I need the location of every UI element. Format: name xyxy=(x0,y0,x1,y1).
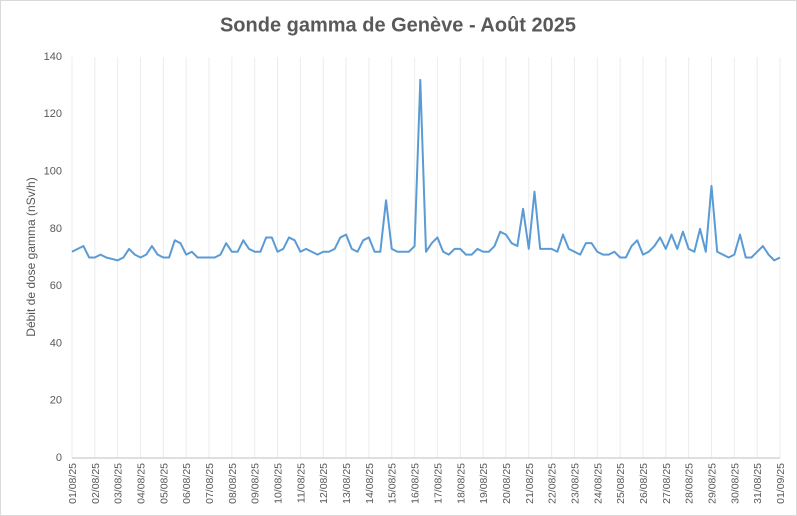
x-tick-label: 22/08/25 xyxy=(547,463,559,504)
x-tick-label: 31/08/25 xyxy=(752,463,764,504)
y-tick-label: 60 xyxy=(50,280,62,292)
x-tick-label: 02/08/25 xyxy=(90,463,102,504)
x-tick-label: 04/08/25 xyxy=(136,463,148,504)
y-axis-label: Débit de dose gamma (nSv/h) xyxy=(24,177,38,336)
x-tick-label: 13/08/25 xyxy=(341,463,353,504)
x-tick-label: 20/08/25 xyxy=(501,463,513,504)
x-tick-label: 07/08/25 xyxy=(204,463,216,504)
y-tick-label: 140 xyxy=(44,51,62,63)
x-tick-label: 05/08/25 xyxy=(158,463,170,504)
x-tick-label: 28/08/25 xyxy=(684,463,696,504)
y-tick-label: 40 xyxy=(50,337,62,349)
x-tick-label: 10/08/25 xyxy=(273,463,285,504)
x-tick-label: 19/08/25 xyxy=(478,463,490,504)
chart-title: Sonde gamma de Genève - Août 2025 xyxy=(220,14,576,36)
x-tick-label: 17/08/25 xyxy=(432,463,444,504)
x-tick-label: 26/08/25 xyxy=(638,463,650,504)
x-tick-label: 21/08/25 xyxy=(524,463,536,504)
x-tick-label: 24/08/25 xyxy=(592,463,604,504)
x-tick-label: 25/08/25 xyxy=(615,463,627,504)
x-tick-label: 01/08/25 xyxy=(67,463,79,504)
x-tick-label: 27/08/25 xyxy=(661,463,673,504)
x-tick-label: 23/08/25 xyxy=(569,463,581,504)
x-tick-label: 01/09/25 xyxy=(775,463,787,504)
y-tick-label: 100 xyxy=(44,165,62,177)
x-tick-label: 30/08/25 xyxy=(729,463,741,504)
y-tick-label: 120 xyxy=(44,108,62,120)
data-line xyxy=(71,78,781,262)
x-tick-label: 14/08/25 xyxy=(364,463,376,504)
x-tick-label: 15/08/25 xyxy=(387,463,399,504)
x-tick-label: 18/08/25 xyxy=(455,463,467,504)
x-tick-label: 09/08/25 xyxy=(250,463,262,504)
x-tick-label: 16/08/25 xyxy=(410,463,422,504)
x-tick-label: 08/08/25 xyxy=(227,463,239,504)
x-tick-label: 03/08/25 xyxy=(113,463,125,504)
y-tick-label: 80 xyxy=(50,223,62,235)
x-tick-label: 11/08/25 xyxy=(295,463,307,503)
x-tick-label: 06/08/25 xyxy=(181,463,193,504)
x-tick-label: 12/08/25 xyxy=(318,463,330,504)
y-tick-label: 20 xyxy=(50,395,62,407)
y-tick-label: 0 xyxy=(56,452,62,464)
x-tick-label: 29/08/25 xyxy=(706,463,718,504)
